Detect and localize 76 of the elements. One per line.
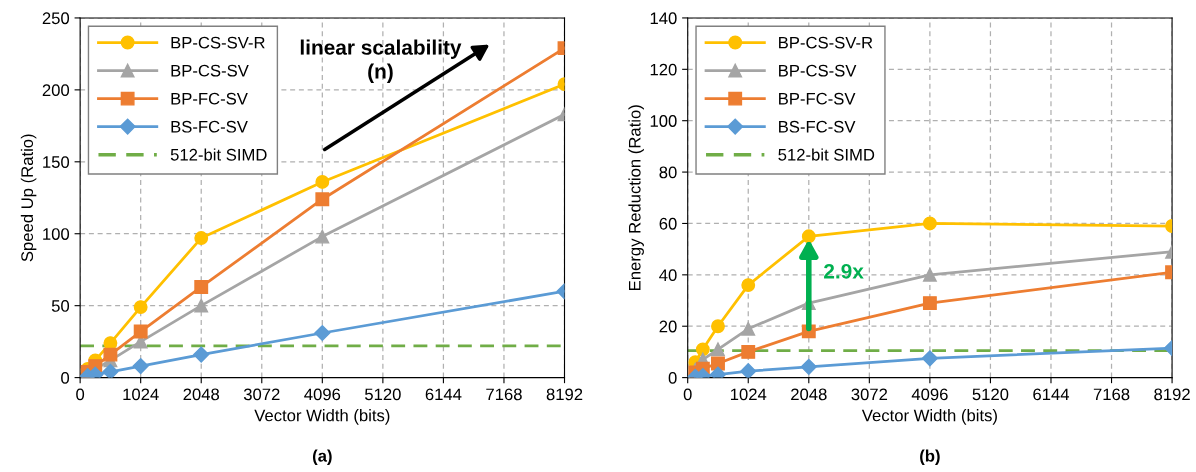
x-tick-label: 7168 [486,388,522,401]
point [314,324,331,342]
legend-label: BP-FC-SV [779,92,856,105]
x-tick-label: 3072 [243,388,280,401]
text: (b) [920,449,940,466]
legend-label: BP-CS-SV-R [779,36,873,49]
point [711,319,725,334]
y-tick-label: 200 [42,84,70,97]
y-tick-label: 150 [43,156,70,168]
annotation: linear scalability (n) [300,39,462,83]
y-tick-label: 40 [659,269,677,282]
legend-label: BP-FC-SV [171,92,248,105]
point [711,342,725,357]
point [800,358,817,375]
point [133,300,148,315]
y-tick-label: 140 [650,12,677,25]
x-tick-label: 7168 [1093,388,1130,401]
x-tick-label: 8192 [1154,388,1190,401]
x-tick-label: 8192 [546,388,583,401]
point [315,229,330,244]
legend-label: BP-CS-SV [171,64,249,77]
x-tick-label: 6144 [1033,388,1070,401]
point [921,350,938,367]
legend-label: BP-CS-SV [779,64,857,77]
x-tick-label: 1024 [730,388,767,401]
x-tick-label: 1024 [123,388,159,401]
x-tick-label: 0 [76,388,85,401]
point [194,231,209,245]
point [315,174,330,189]
point [740,363,757,378]
x-axis-title: Vector Width (bits) [861,409,997,425]
point [102,363,119,378]
point [695,342,710,357]
point [133,324,148,339]
x-tick-label: 6144 [425,388,462,401]
x-tick-label: 2048 [791,388,827,401]
y-tick-label: 60 [659,217,677,230]
point [315,192,330,207]
x-tick-label: 5120 [972,388,1009,401]
y-tick-label: 0 [61,372,70,384]
annotation: 2.9x [824,263,864,279]
y-tick-label: 80 [659,166,677,179]
y-tick-label: 100 [43,228,70,240]
point [193,346,210,363]
legend-label: BP-CS-SV-R [171,36,265,49]
y-tick-label: 250 [42,12,70,25]
y-tick-label: 0 [668,372,677,384]
x-tick-label: 4096 [304,388,341,401]
y-tick-label: 20 [659,320,677,333]
point [741,321,756,336]
point [103,347,118,362]
point [194,298,209,313]
x-tick-label: 0 [683,388,692,401]
point [922,216,937,231]
point [922,267,937,282]
point [194,280,209,294]
text: (a) [312,449,332,466]
point [922,296,937,311]
point [741,278,756,293]
legend-label: BS-FC-SV [779,120,856,133]
y-tick-label: 100 [650,115,677,127]
x-tick-label: 3072 [851,388,888,401]
x-axis-title: Vector Width (bits) [254,409,390,425]
point [801,229,816,244]
x-tick-label: 4096 [911,388,948,401]
point [132,358,149,375]
y-axis-title: Energy Reduction (Ratio) [628,105,644,290]
legend-label: 512-bit SIMD [778,148,875,161]
point [741,344,756,359]
legend-label: 512-bit SIMD [170,148,267,161]
y-tick-label: 50 [51,300,70,312]
legend-label: BS-FC-SV [171,120,248,133]
x-tick-label: 2048 [183,388,220,401]
y-tick-label: 120 [650,63,677,76]
x-tick-label: 5120 [365,388,401,401]
y-axis-title: Speed Up (Ratio) [20,134,37,262]
